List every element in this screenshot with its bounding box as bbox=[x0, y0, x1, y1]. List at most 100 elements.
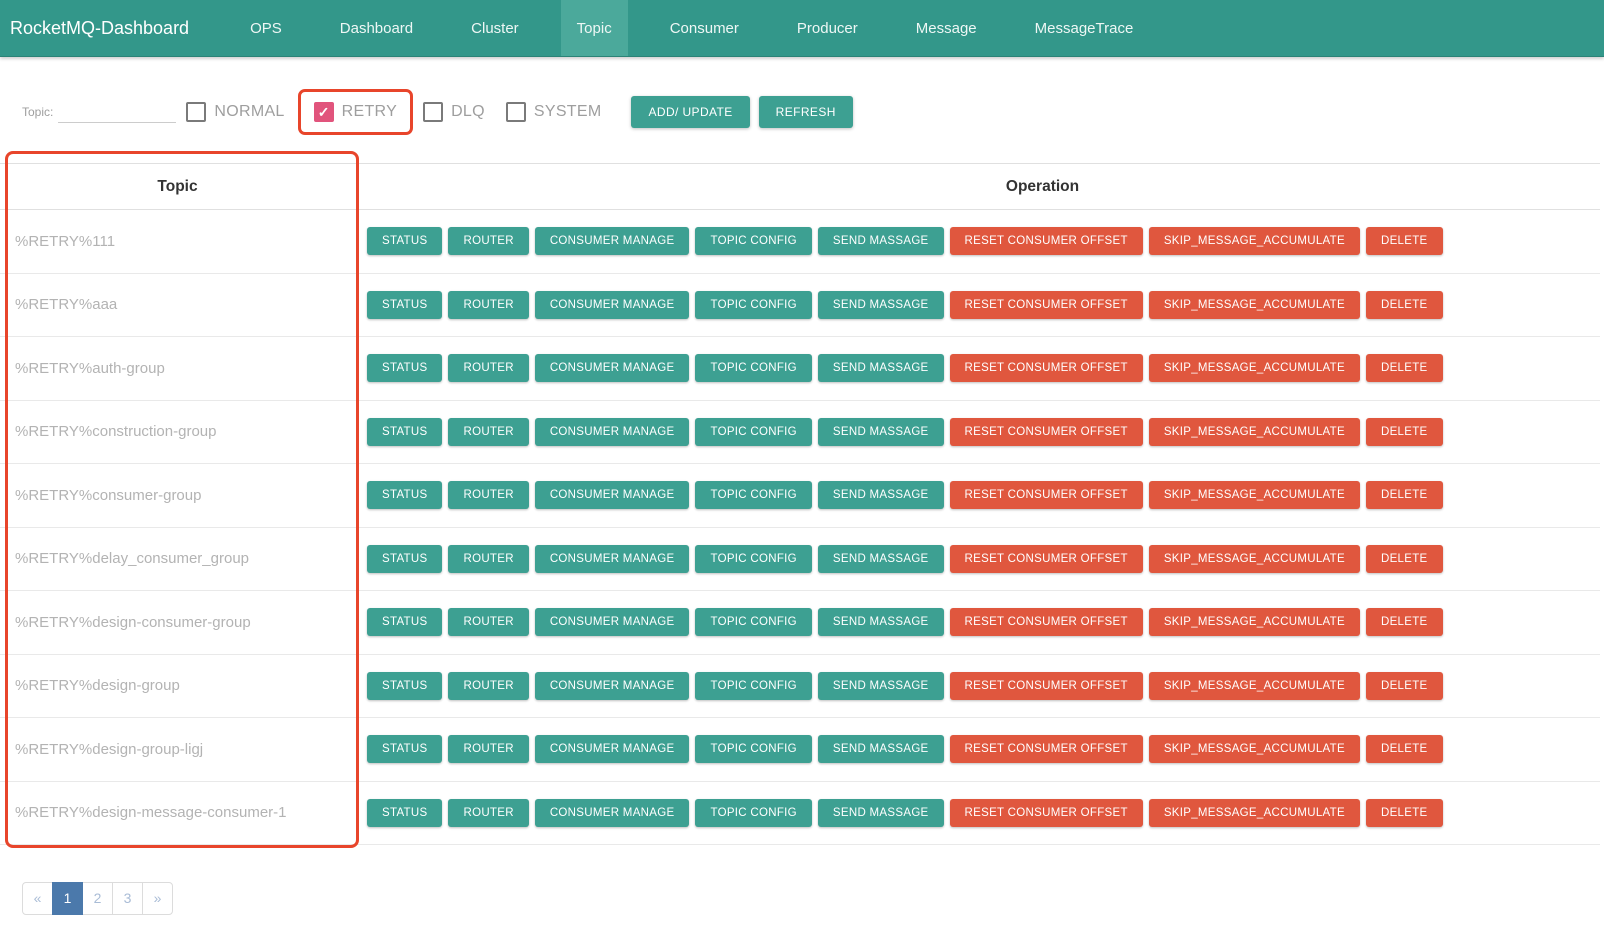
send-massage-button[interactable]: SEND MASSAGE bbox=[817, 798, 944, 827]
skip-message-accumulate-button[interactable]: SKIP_MESSAGE_ACCUMULATE bbox=[1148, 481, 1360, 510]
normal-checkbox[interactable] bbox=[186, 101, 207, 122]
send-massage-button[interactable]: SEND MASSAGE bbox=[817, 354, 944, 383]
consumer-manage-button[interactable]: CONSUMER MANAGE bbox=[534, 354, 690, 383]
delete-button[interactable]: DELETE bbox=[1365, 227, 1443, 256]
reset-consumer-offset-button[interactable]: RESET CONSUMER OFFSET bbox=[949, 290, 1143, 319]
send-massage-button[interactable]: SEND MASSAGE bbox=[817, 481, 944, 510]
send-massage-button[interactable]: SEND MASSAGE bbox=[817, 608, 944, 637]
status-button[interactable]: STATUS bbox=[367, 735, 443, 764]
nav-item-ops[interactable]: OPS bbox=[250, 19, 282, 37]
consumer-manage-button[interactable]: CONSUMER MANAGE bbox=[534, 735, 690, 764]
topic-filter-input[interactable] bbox=[58, 100, 177, 123]
nav-item-cluster[interactable]: Cluster bbox=[471, 19, 519, 37]
reset-consumer-offset-button[interactable]: RESET CONSUMER OFFSET bbox=[949, 608, 1143, 637]
router-button[interactable]: ROUTER bbox=[448, 354, 529, 383]
pagination-page-1[interactable]: 1 bbox=[52, 882, 83, 915]
status-button[interactable]: STATUS bbox=[367, 544, 443, 573]
refresh-button[interactable]: REFRESH bbox=[758, 95, 853, 128]
dlq-checkbox[interactable] bbox=[423, 101, 444, 122]
reset-consumer-offset-button[interactable]: RESET CONSUMER OFFSET bbox=[949, 227, 1143, 256]
skip-message-accumulate-button[interactable]: SKIP_MESSAGE_ACCUMULATE bbox=[1148, 290, 1360, 319]
status-button[interactable]: STATUS bbox=[367, 227, 443, 256]
skip-message-accumulate-button[interactable]: SKIP_MESSAGE_ACCUMULATE bbox=[1148, 544, 1360, 573]
router-button[interactable]: ROUTER bbox=[448, 417, 529, 446]
consumer-manage-button[interactable]: CONSUMER MANAGE bbox=[534, 417, 690, 446]
skip-message-accumulate-button[interactable]: SKIP_MESSAGE_ACCUMULATE bbox=[1148, 417, 1360, 446]
topic-config-button[interactable]: TOPIC CONFIG bbox=[695, 798, 812, 827]
router-button[interactable]: ROUTER bbox=[448, 608, 529, 637]
reset-consumer-offset-button[interactable]: RESET CONSUMER OFFSET bbox=[949, 481, 1143, 510]
topic-config-button[interactable]: TOPIC CONFIG bbox=[695, 417, 812, 446]
nav-item-consumer[interactable]: Consumer bbox=[669, 19, 739, 37]
skip-message-accumulate-button[interactable]: SKIP_MESSAGE_ACCUMULATE bbox=[1148, 798, 1360, 827]
reset-consumer-offset-button[interactable]: RESET CONSUMER OFFSET bbox=[949, 735, 1143, 764]
skip-message-accumulate-button[interactable]: SKIP_MESSAGE_ACCUMULATE bbox=[1148, 671, 1360, 700]
nav-item-dashboard[interactable]: Dashboard bbox=[339, 19, 414, 37]
delete-button[interactable]: DELETE bbox=[1365, 798, 1443, 827]
status-button[interactable]: STATUS bbox=[367, 671, 443, 700]
delete-button[interactable]: DELETE bbox=[1365, 735, 1443, 764]
reset-consumer-offset-button[interactable]: RESET CONSUMER OFFSET bbox=[949, 354, 1143, 383]
router-button[interactable]: ROUTER bbox=[448, 481, 529, 510]
nav-item-producer[interactable]: Producer bbox=[796, 19, 858, 37]
send-massage-button[interactable]: SEND MASSAGE bbox=[817, 544, 944, 573]
reset-consumer-offset-button[interactable]: RESET CONSUMER OFFSET bbox=[949, 544, 1143, 573]
nav-item-messagetrace[interactable]: MessageTrace bbox=[1034, 19, 1134, 37]
system-checkbox[interactable] bbox=[505, 101, 526, 122]
topic-config-button[interactable]: TOPIC CONFIG bbox=[695, 481, 812, 510]
skip-message-accumulate-button[interactable]: SKIP_MESSAGE_ACCUMULATE bbox=[1148, 735, 1360, 764]
skip-message-accumulate-button[interactable]: SKIP_MESSAGE_ACCUMULATE bbox=[1148, 354, 1360, 383]
topic-config-button[interactable]: TOPIC CONFIG bbox=[695, 735, 812, 764]
app-title[interactable]: RocketMQ-Dashboard bbox=[10, 17, 190, 38]
status-button[interactable]: STATUS bbox=[367, 608, 443, 637]
topic-config-button[interactable]: TOPIC CONFIG bbox=[695, 290, 812, 319]
status-button[interactable]: STATUS bbox=[367, 354, 443, 383]
consumer-manage-button[interactable]: CONSUMER MANAGE bbox=[534, 671, 690, 700]
delete-button[interactable]: DELETE bbox=[1365, 354, 1443, 383]
pagination-page-3[interactable]: 3 bbox=[112, 882, 143, 915]
pagination-next[interactable]: » bbox=[142, 882, 173, 915]
skip-message-accumulate-button[interactable]: SKIP_MESSAGE_ACCUMULATE bbox=[1148, 227, 1360, 256]
status-button[interactable]: STATUS bbox=[367, 798, 443, 827]
router-button[interactable]: ROUTER bbox=[448, 798, 529, 827]
consumer-manage-button[interactable]: CONSUMER MANAGE bbox=[534, 544, 690, 573]
send-massage-button[interactable]: SEND MASSAGE bbox=[817, 417, 944, 446]
delete-button[interactable]: DELETE bbox=[1365, 481, 1443, 510]
router-button[interactable]: ROUTER bbox=[448, 227, 529, 256]
status-button[interactable]: STATUS bbox=[367, 481, 443, 510]
router-button[interactable]: ROUTER bbox=[448, 544, 529, 573]
pagination-page-2[interactable]: 2 bbox=[82, 882, 113, 915]
skip-message-accumulate-button[interactable]: SKIP_MESSAGE_ACCUMULATE bbox=[1148, 608, 1360, 637]
retry-checkbox[interactable]: ✓ bbox=[313, 101, 334, 122]
nav-item-message[interactable]: Message bbox=[915, 19, 977, 37]
status-button[interactable]: STATUS bbox=[367, 290, 443, 319]
delete-button[interactable]: DELETE bbox=[1365, 608, 1443, 637]
topic-config-button[interactable]: TOPIC CONFIG bbox=[695, 671, 812, 700]
reset-consumer-offset-button[interactable]: RESET CONSUMER OFFSET bbox=[949, 417, 1143, 446]
delete-button[interactable]: DELETE bbox=[1365, 671, 1443, 700]
topic-config-button[interactable]: TOPIC CONFIG bbox=[695, 608, 812, 637]
consumer-manage-button[interactable]: CONSUMER MANAGE bbox=[534, 608, 690, 637]
reset-consumer-offset-button[interactable]: RESET CONSUMER OFFSET bbox=[949, 798, 1143, 827]
topic-config-button[interactable]: TOPIC CONFIG bbox=[695, 354, 812, 383]
consumer-manage-button[interactable]: CONSUMER MANAGE bbox=[534, 227, 690, 256]
topic-config-button[interactable]: TOPIC CONFIG bbox=[695, 227, 812, 256]
delete-button[interactable]: DELETE bbox=[1365, 417, 1443, 446]
topic-config-button[interactable]: TOPIC CONFIG bbox=[695, 544, 812, 573]
consumer-manage-button[interactable]: CONSUMER MANAGE bbox=[534, 798, 690, 827]
send-massage-button[interactable]: SEND MASSAGE bbox=[817, 735, 944, 764]
status-button[interactable]: STATUS bbox=[367, 417, 443, 446]
send-massage-button[interactable]: SEND MASSAGE bbox=[817, 671, 944, 700]
add-update-button[interactable]: ADD/ UPDATE bbox=[631, 95, 750, 128]
consumer-manage-button[interactable]: CONSUMER MANAGE bbox=[534, 481, 690, 510]
nav-item-topic[interactable]: Topic bbox=[560, 0, 628, 56]
consumer-manage-button[interactable]: CONSUMER MANAGE bbox=[534, 290, 690, 319]
reset-consumer-offset-button[interactable]: RESET CONSUMER OFFSET bbox=[949, 671, 1143, 700]
router-button[interactable]: ROUTER bbox=[448, 671, 529, 700]
send-massage-button[interactable]: SEND MASSAGE bbox=[817, 227, 944, 256]
send-massage-button[interactable]: SEND MASSAGE bbox=[817, 290, 944, 319]
router-button[interactable]: ROUTER bbox=[448, 735, 529, 764]
router-button[interactable]: ROUTER bbox=[448, 290, 529, 319]
delete-button[interactable]: DELETE bbox=[1365, 290, 1443, 319]
pagination-prev[interactable]: « bbox=[22, 882, 53, 915]
